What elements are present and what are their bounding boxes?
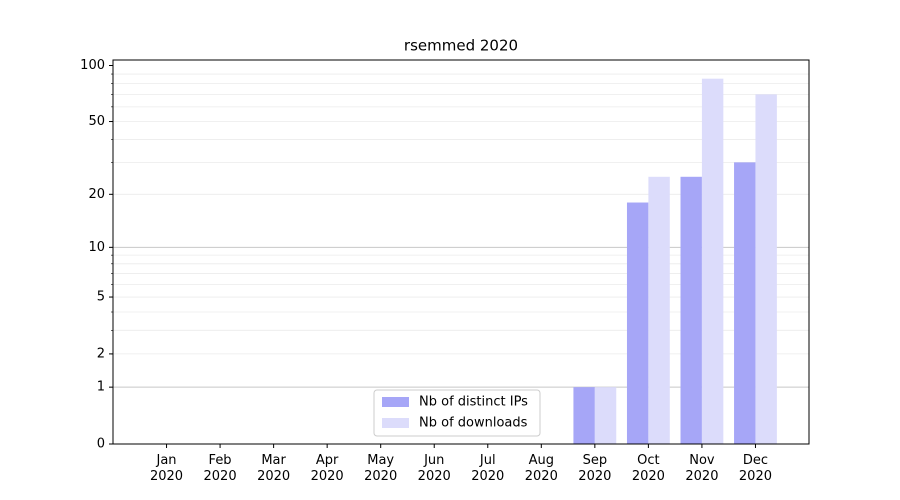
bar xyxy=(648,176,670,444)
x-tick-label: Jul 2020 xyxy=(471,453,505,484)
bar xyxy=(755,94,777,445)
y-tick-label: 2 xyxy=(97,346,105,361)
legend-label: Nb of distinct IPs xyxy=(419,395,528,410)
legend-box xyxy=(373,389,541,437)
x-tick-label: Aug 2020 xyxy=(524,453,558,484)
x-tick-label: Nov 2020 xyxy=(685,453,719,484)
bar xyxy=(701,78,724,444)
x-tick-label: Mar 2020 xyxy=(257,453,291,484)
y-tick-label: 20 xyxy=(88,187,105,202)
x-tick-label: Jan 2020 xyxy=(149,453,184,484)
x-tick-label: Oct 2020 xyxy=(631,453,665,484)
y-tick-label: 100 xyxy=(80,58,105,73)
x-tick-label: Jun 2020 xyxy=(417,453,451,484)
legend-swatch xyxy=(382,397,409,407)
legend-label: Nb of downloads xyxy=(419,416,528,431)
legend-swatch xyxy=(382,418,409,428)
y-tick-label: 5 xyxy=(97,290,105,305)
x-tick-label: May 2020 xyxy=(364,453,398,484)
y-tick-label: 50 xyxy=(88,114,105,129)
x-tick-label: Dec 2020 xyxy=(738,453,772,484)
x-tick-label: Sep 2020 xyxy=(578,453,612,484)
plot-frame xyxy=(112,59,810,445)
y-tick-label: 1 xyxy=(97,380,105,395)
bar xyxy=(734,162,756,444)
x-tick-label: Feb 2020 xyxy=(203,453,237,484)
x-tick-label: Apr 2020 xyxy=(310,453,344,484)
y-tick-label: 10 xyxy=(88,240,105,255)
y-tick-label: 0 xyxy=(97,437,105,452)
bar xyxy=(680,176,702,444)
bar xyxy=(626,202,649,444)
bar xyxy=(573,387,595,444)
bar xyxy=(594,387,617,444)
chart-title: rsemmed 2020 xyxy=(404,37,518,55)
